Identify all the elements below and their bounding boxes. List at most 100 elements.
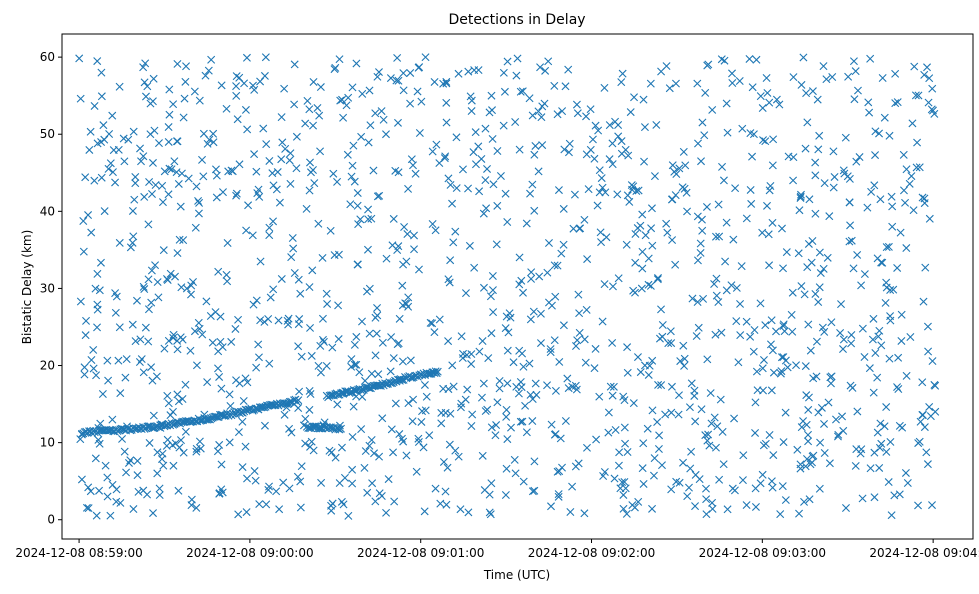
data-point bbox=[628, 501, 637, 510]
data-point bbox=[285, 156, 294, 165]
data-point bbox=[530, 150, 539, 159]
data-point bbox=[315, 111, 324, 120]
data-point bbox=[800, 290, 809, 299]
data-point bbox=[478, 451, 487, 460]
data-point bbox=[250, 467, 259, 476]
data-point bbox=[819, 62, 828, 71]
data-point bbox=[470, 263, 479, 272]
data-point bbox=[153, 469, 162, 478]
data-point bbox=[331, 63, 340, 72]
data-point bbox=[920, 199, 929, 208]
data-point bbox=[111, 178, 120, 187]
data-point bbox=[515, 145, 524, 154]
data-point bbox=[251, 476, 260, 485]
data-point bbox=[768, 161, 777, 170]
data-point bbox=[841, 133, 850, 142]
data-point bbox=[275, 505, 284, 514]
data-point bbox=[901, 468, 910, 477]
data-point bbox=[714, 298, 723, 307]
data-point bbox=[394, 76, 403, 85]
data-point bbox=[694, 139, 702, 148]
data-point bbox=[591, 121, 600, 130]
data-point bbox=[284, 320, 293, 329]
data-point bbox=[255, 500, 264, 509]
data-point bbox=[90, 101, 99, 110]
data-point bbox=[800, 497, 809, 506]
data-point bbox=[464, 67, 473, 76]
data-point bbox=[797, 423, 806, 432]
data-point bbox=[280, 84, 289, 93]
data-point bbox=[818, 323, 827, 332]
y-axis-label: Bistatic Delay (km) bbox=[20, 230, 34, 345]
data-point bbox=[141, 323, 150, 332]
data-point bbox=[115, 238, 124, 247]
data-point bbox=[428, 219, 437, 228]
data-point bbox=[851, 461, 860, 470]
data-point bbox=[464, 184, 473, 193]
data-point bbox=[606, 382, 615, 391]
data-point bbox=[687, 447, 696, 456]
data-point bbox=[815, 248, 824, 257]
data-point bbox=[493, 201, 502, 210]
data-point bbox=[521, 401, 530, 410]
data-point bbox=[274, 316, 283, 325]
x-tick-label: 2024-12-08 09:00:00 bbox=[186, 546, 313, 560]
data-point bbox=[501, 491, 510, 500]
data-point bbox=[216, 312, 225, 321]
data-point bbox=[839, 345, 847, 354]
data-point bbox=[737, 262, 746, 271]
data-point bbox=[742, 317, 751, 326]
data-point bbox=[671, 260, 680, 269]
data-point bbox=[87, 228, 96, 237]
data-point bbox=[515, 253, 524, 262]
data-point bbox=[884, 242, 893, 251]
data-point bbox=[820, 449, 829, 457]
data-point bbox=[566, 508, 575, 516]
data-point bbox=[667, 339, 676, 348]
data-point bbox=[179, 236, 188, 245]
data-point bbox=[776, 510, 785, 519]
data-point bbox=[592, 435, 601, 444]
data-point bbox=[888, 202, 897, 211]
data-point bbox=[430, 77, 439, 86]
data-point bbox=[779, 353, 788, 362]
data-point bbox=[413, 87, 422, 96]
data-point bbox=[536, 339, 545, 348]
data-point bbox=[538, 102, 547, 111]
data-point bbox=[626, 108, 635, 117]
data-point bbox=[441, 152, 450, 161]
data-point bbox=[871, 348, 880, 357]
data-point bbox=[902, 244, 911, 253]
data-point bbox=[697, 405, 706, 414]
data-point bbox=[115, 82, 124, 91]
data-point bbox=[901, 198, 910, 207]
data-point bbox=[888, 222, 897, 231]
data-point bbox=[403, 230, 412, 239]
data-point bbox=[441, 487, 450, 496]
data-point bbox=[777, 367, 786, 376]
data-point bbox=[797, 80, 806, 89]
data-point bbox=[334, 250, 343, 259]
data-point bbox=[601, 188, 610, 197]
data-point bbox=[722, 286, 731, 295]
data-point bbox=[499, 121, 508, 130]
data-point bbox=[698, 226, 707, 235]
data-point bbox=[667, 382, 676, 391]
data-point bbox=[425, 431, 434, 440]
data-point bbox=[481, 124, 490, 133]
data-point bbox=[526, 189, 535, 198]
data-point bbox=[735, 77, 744, 85]
data-point bbox=[285, 484, 294, 493]
data-point bbox=[746, 332, 755, 341]
data-point bbox=[464, 508, 473, 517]
data-point bbox=[595, 166, 604, 175]
data-point bbox=[884, 478, 893, 487]
data-point bbox=[409, 395, 418, 404]
data-point bbox=[129, 505, 138, 514]
data-point bbox=[103, 356, 112, 365]
data-point bbox=[908, 119, 917, 128]
data-point bbox=[668, 236, 677, 245]
data-point bbox=[608, 160, 617, 169]
data-point bbox=[925, 214, 934, 223]
data-point bbox=[746, 129, 755, 138]
